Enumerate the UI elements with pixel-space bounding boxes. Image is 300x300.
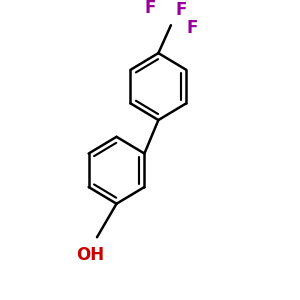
Text: F: F	[186, 19, 197, 37]
Text: OH: OH	[76, 246, 104, 264]
Text: F: F	[175, 1, 186, 19]
Text: F: F	[144, 0, 156, 17]
